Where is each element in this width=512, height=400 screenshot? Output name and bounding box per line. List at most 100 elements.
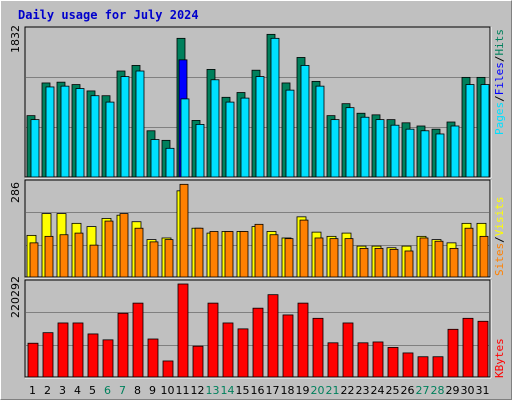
- bar-pages: [165, 147, 175, 178]
- bar-sites: [74, 232, 84, 278]
- bar-sites: [89, 244, 99, 278]
- x-tick-label: 30: [461, 384, 475, 397]
- bar-kbytes: [222, 322, 234, 378]
- bar-sites: [464, 227, 474, 278]
- x-tick-label: 2: [44, 384, 51, 397]
- bar-pages: [405, 128, 415, 178]
- bar-sites: [194, 227, 204, 278]
- bar-pages: [450, 125, 460, 178]
- bar-sites: [404, 250, 414, 278]
- bar-sites: [134, 227, 144, 278]
- bar-pages: [270, 37, 280, 178]
- x-tick-label: 8: [134, 384, 141, 397]
- bar-pages: [420, 130, 430, 178]
- bar-pages: [435, 133, 445, 178]
- bar-kbytes: [387, 347, 399, 378]
- bar-pages: [480, 84, 490, 178]
- bar-sites: [374, 247, 384, 278]
- bar-pages: [105, 101, 115, 178]
- bar-kbytes: [177, 283, 189, 378]
- x-tick-label: 21: [326, 384, 340, 397]
- bar-kbytes: [252, 307, 264, 378]
- bottom-legend: KBytes: [493, 338, 506, 378]
- x-tick-label: 28: [431, 384, 445, 397]
- legend-pages: Pages: [493, 102, 506, 135]
- x-tick-label: 3: [59, 384, 66, 397]
- bar-kbytes: [192, 345, 204, 378]
- x-tick-label: 19: [296, 384, 310, 397]
- bar-sites: [164, 239, 174, 278]
- bar-pages: [300, 65, 310, 178]
- bar-sites: [269, 234, 279, 278]
- bar-kbytes: [402, 352, 414, 378]
- bar-kbytes: [357, 342, 369, 378]
- bar-pages: [210, 79, 220, 178]
- legend-visits: Visits: [493, 197, 506, 237]
- bar-kbytes: [327, 342, 339, 378]
- bar-kbytes: [132, 302, 144, 378]
- middle-ymax-label: 286: [9, 182, 22, 203]
- bar-sites: [314, 237, 324, 278]
- bar-pages: [135, 70, 145, 178]
- bar-pages: [45, 86, 55, 178]
- bar-kbytes: [87, 333, 99, 378]
- x-tick-label: 27: [416, 384, 430, 397]
- bar-kbytes: [282, 314, 294, 378]
- legend-sep-2: /: [493, 56, 506, 63]
- bar-kbytes: [147, 338, 159, 378]
- x-tick-label: 17: [266, 384, 280, 397]
- x-tick-label: 13: [206, 384, 220, 397]
- bar-pages: [180, 98, 190, 178]
- legend-files: Files: [493, 62, 506, 95]
- x-tick-label: 22: [341, 384, 355, 397]
- bar-kbytes: [237, 328, 249, 378]
- bar-pages: [120, 76, 130, 178]
- bar-sites: [434, 240, 444, 278]
- x-tick-label: 26: [401, 384, 415, 397]
- bar-sites: [359, 247, 369, 278]
- bar-kbytes: [447, 328, 459, 378]
- bar-sites: [479, 235, 489, 278]
- x-tick-label: 11: [176, 384, 190, 397]
- bar-kbytes: [72, 322, 84, 378]
- bar-pages: [30, 119, 40, 178]
- bar-kbytes: [297, 302, 309, 378]
- x-tick-label: 9: [149, 384, 156, 397]
- bar-sites: [59, 234, 69, 278]
- x-tick-label: 15: [236, 384, 250, 397]
- bar-sites: [104, 220, 114, 278]
- bar-kbytes: [462, 317, 474, 378]
- bar-pages: [330, 119, 340, 178]
- x-tick-label: 1: [29, 384, 36, 397]
- bar-pages: [195, 124, 205, 178]
- bar-kbytes: [27, 342, 39, 378]
- bar-kbytes: [417, 356, 429, 378]
- x-tick-label: 25: [386, 384, 400, 397]
- bar-sites: [419, 237, 429, 278]
- bar-pages: [375, 119, 385, 178]
- bar-sites: [299, 219, 309, 278]
- bar-pages: [90, 95, 100, 178]
- x-tick-label: 7: [119, 384, 126, 397]
- x-tick-label: 5: [89, 384, 96, 397]
- x-tick-label: 29: [446, 384, 460, 397]
- bar-pages: [240, 97, 250, 178]
- bar-kbytes: [42, 332, 54, 378]
- x-tick-label: 4: [74, 384, 81, 397]
- bar-pages: [315, 85, 325, 178]
- bar-kbytes: [372, 341, 384, 378]
- bar-sites: [119, 213, 129, 278]
- legend-sites: Sites: [493, 243, 506, 276]
- bar-pages: [360, 116, 370, 178]
- bar-kbytes: [432, 356, 444, 378]
- bar-sites: [224, 231, 234, 278]
- bar-pages: [465, 84, 475, 178]
- bar-pages: [255, 76, 265, 178]
- bar-kbytes: [342, 322, 354, 378]
- bar-sites: [284, 238, 294, 278]
- bar-pages: [225, 101, 235, 178]
- chart-title: Daily usage for July 2024: [18, 8, 199, 22]
- bar-kbytes: [477, 320, 489, 378]
- x-tick-label: 14: [221, 384, 235, 397]
